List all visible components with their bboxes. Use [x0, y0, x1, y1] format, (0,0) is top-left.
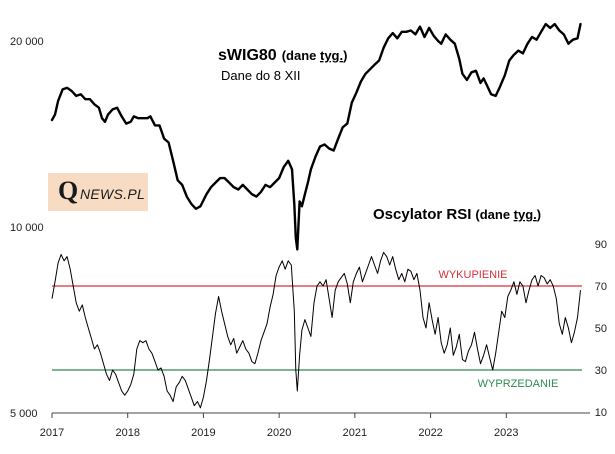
rsi-tick-label-30: 30 — [595, 365, 607, 377]
rsi-tick-label-70: 70 — [595, 281, 607, 293]
x-tick-label-2023: 2023 — [494, 427, 518, 439]
price-tick-label-5000: 5 000 — [10, 408, 38, 420]
series-lines — [50, 22, 582, 409]
logo-q: Q — [58, 176, 79, 205]
swig80-subtitle: Dane do 8 XII — [221, 68, 301, 83]
swig80-title: sWIG80 (dane tyg.) — [218, 47, 347, 64]
swig80-line — [50, 22, 582, 251]
x-tick-label-2018: 2018 — [115, 427, 139, 439]
x-tick-label-2022: 2022 — [418, 427, 442, 439]
x-tick-label-2017: 2017 — [40, 427, 64, 439]
rsi-tick-label-10: 10 — [595, 407, 607, 419]
reference-lines: WYKUPIENIE WYPRZEDANIE — [52, 269, 582, 390]
qnews-logo: Q NEWS.PL — [48, 173, 148, 211]
price-tick-label-10000: 10 000 — [10, 222, 44, 234]
x-tick-label-2019: 2019 — [191, 427, 215, 439]
oversold-label: WYPRZEDANIE — [478, 378, 559, 390]
x-tick-label-2020: 2020 — [267, 427, 291, 439]
logo-text: NEWS.PL — [80, 186, 146, 202]
rsi-title: Oscylator RSI (dane tyg.) — [373, 206, 541, 223]
price-tick-label-20000: 20 000 — [10, 36, 44, 48]
labels: sWIG80 (dane tyg.) Dane do 8 XII Oscylato… — [218, 47, 541, 223]
rsi-tick-label-50: 50 — [595, 323, 607, 335]
rsi-line — [51, 251, 581, 409]
rsi-tick-label-90: 90 — [595, 239, 607, 251]
overbought-label: WYKUPIENIE — [438, 269, 507, 281]
x-tick-label-2021: 2021 — [343, 427, 367, 439]
axes: 2017 2018 2019 2020 2021 2022 2023 20 000 10 000… — [10, 36, 607, 439]
